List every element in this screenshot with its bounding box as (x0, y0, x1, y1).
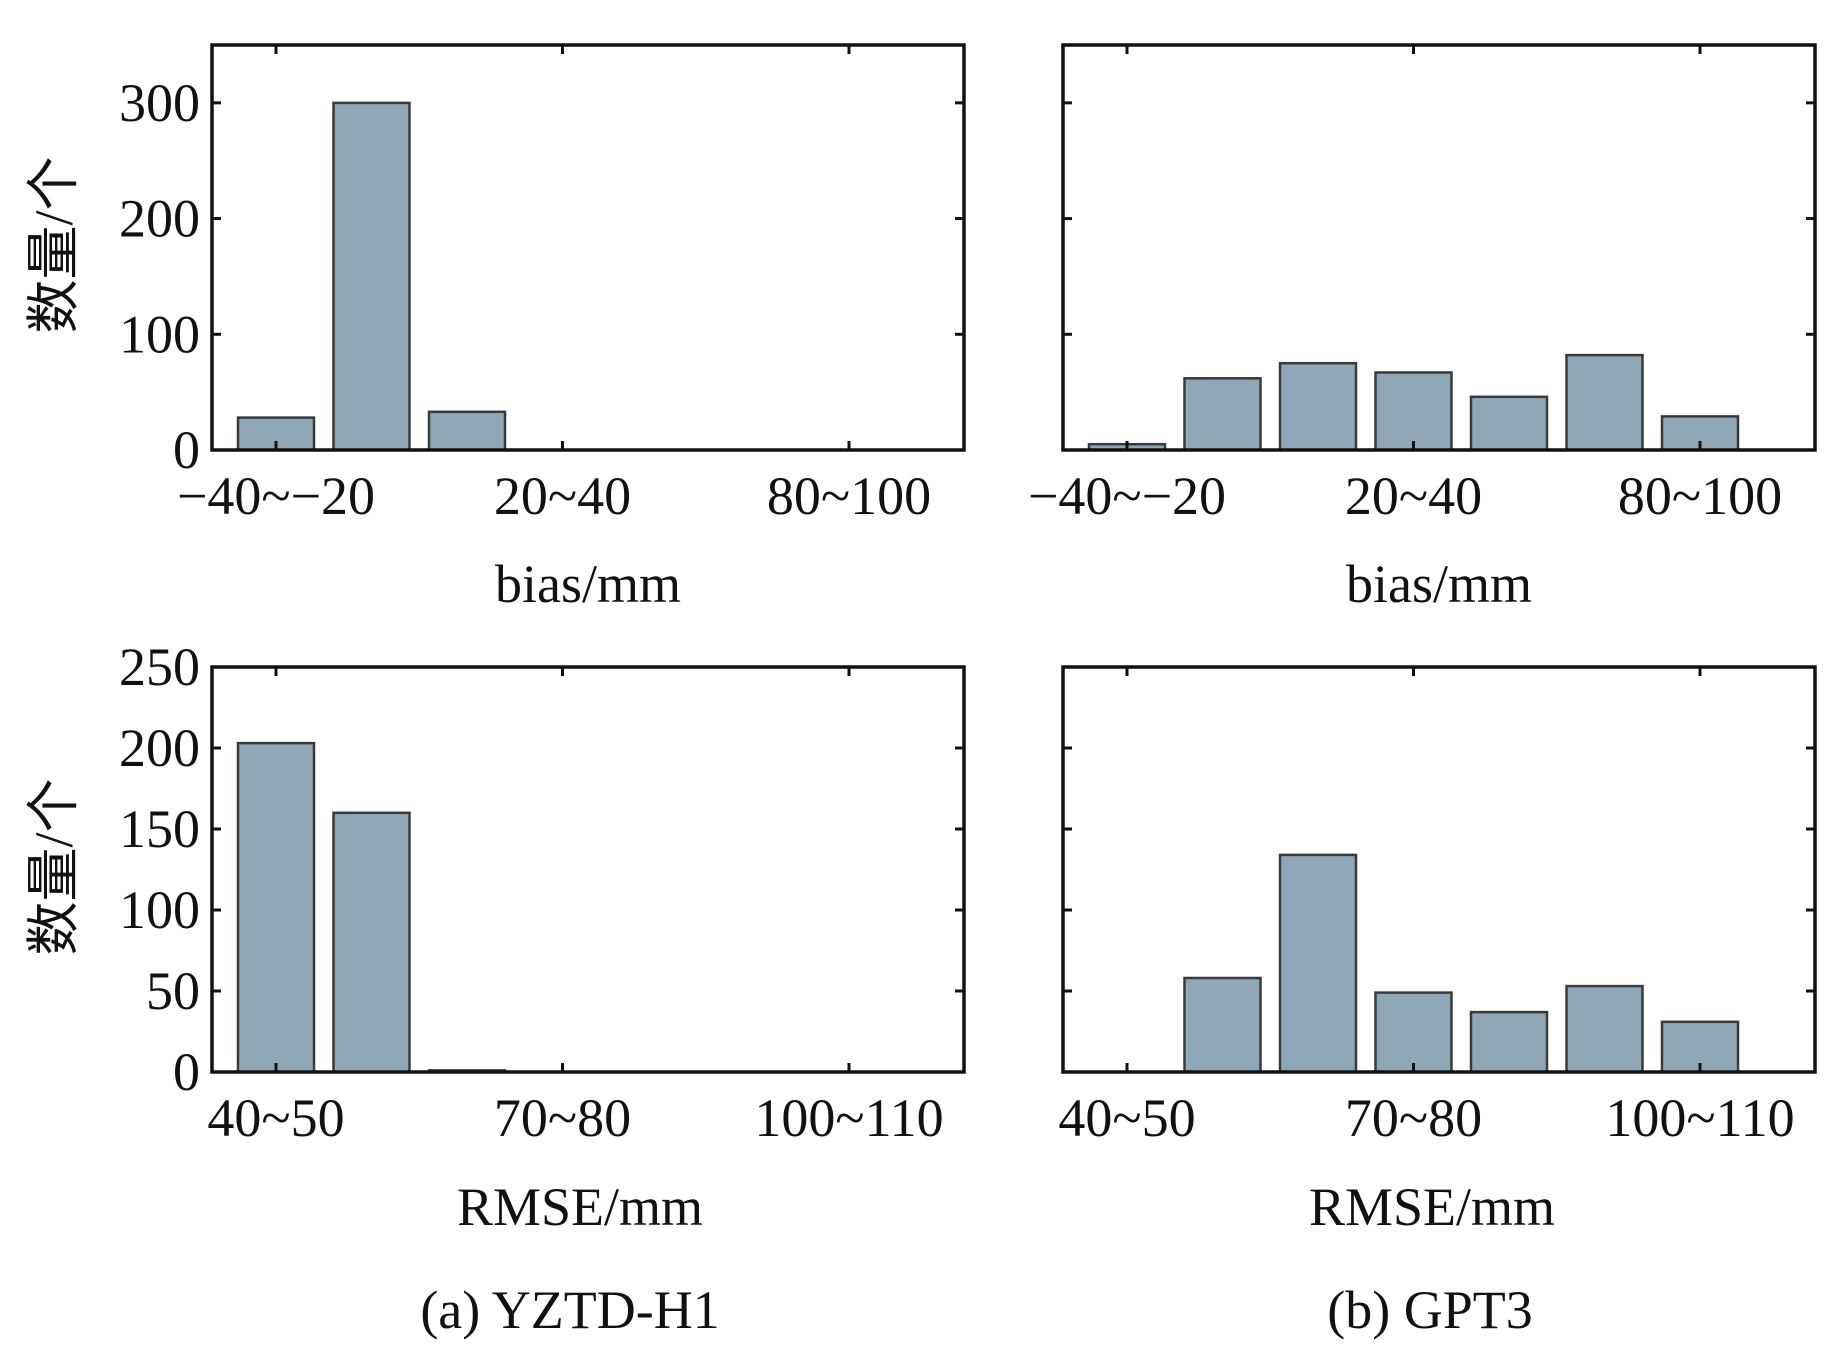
x-tick-label: 40~50 (207, 1088, 344, 1148)
bar-60~80 (1565, 353, 1644, 452)
y-tick-label: 200 (119, 718, 200, 778)
x-tick-label: 20~40 (494, 466, 631, 526)
x-tick-label: −40~−20 (1028, 466, 1226, 526)
x-tick-label: 40~50 (1058, 1088, 1195, 1148)
y-tick-label: 50 (146, 961, 200, 1021)
caption-right: (b) GPT3 (1327, 1280, 1532, 1340)
panel-bottom-right: 40~50 70~80 100~110 RMSE/mm (1058, 665, 1817, 1237)
plot-frame (210, 665, 966, 1074)
x-axis: 40~50 70~80 100~110 (1058, 667, 1795, 1148)
y-tick-label: 300 (119, 73, 200, 133)
plot-frame (1061, 43, 1817, 452)
y-tick-label: 0 (173, 1042, 200, 1102)
bar-50~60 (332, 811, 411, 1074)
y-axis: 0 50 100 150 200 250 (119, 637, 964, 1102)
bar-40~60 (1469, 395, 1549, 452)
x-tick-label: 70~80 (1345, 1088, 1482, 1148)
x-axis-title: RMSE/mm (457, 1177, 703, 1237)
y-tick-label: 250 (119, 637, 200, 697)
plot-frame (1061, 665, 1817, 1074)
panel-top-left: 0 100 200 300 −40~−20 20~40 80~100 bias/mm 数量… (24, 43, 966, 614)
bar-0~20 (427, 410, 507, 452)
plot-frame (210, 43, 966, 452)
bar-group (236, 101, 507, 452)
bar-60~70 (1278, 853, 1358, 1074)
x-tick-label: −40~−20 (177, 466, 375, 526)
y-tick-label: 200 (119, 189, 200, 249)
x-tick-label: 20~40 (1345, 466, 1482, 526)
y-tick-label: 100 (119, 304, 200, 364)
y-axis (1063, 101, 1815, 452)
bar-20~40 (1374, 371, 1453, 452)
bar-90~100 (1565, 984, 1644, 1074)
y-tick-label: 150 (119, 799, 200, 859)
bar-group (1087, 353, 1740, 452)
bar-80~90 (1469, 1010, 1549, 1074)
x-tick-label: 80~100 (1618, 466, 1782, 526)
x-axis: 40~50 70~80 100~110 (207, 667, 944, 1148)
y-tick-label: 0 (173, 420, 200, 480)
panel-top-right: −40~−20 20~40 80~100 bias/mm (1028, 43, 1817, 614)
x-axis-title: bias/mm (495, 554, 681, 614)
bar-group (1183, 853, 1740, 1074)
bar--20~0 (332, 101, 411, 452)
bar-50~60 (1183, 976, 1262, 1074)
bar-40~50 (236, 741, 316, 1074)
x-axis: −40~−20 20~40 80~100 (1028, 45, 1782, 526)
x-axis-title: bias/mm (1346, 554, 1532, 614)
panel-bottom-left: 0 50 100 150 200 250 40~50 70~80 100~110 RMSE/m… (24, 637, 966, 1237)
bar-70~80 (1374, 991, 1453, 1074)
x-axis-title: RMSE/mm (1309, 1177, 1555, 1237)
y-tick-label: 100 (119, 880, 200, 940)
y-axis-title: 数量/个 (24, 156, 84, 333)
x-tick-label: 100~110 (754, 1088, 943, 1148)
y-axis: 0 100 200 300 (119, 73, 964, 480)
bar--20~0 (1183, 377, 1262, 452)
x-tick-label: 80~100 (767, 466, 931, 526)
caption-left: (a) YZTD-H1 (420, 1280, 719, 1340)
bar-0~20 (1278, 361, 1358, 452)
bar-group (236, 741, 507, 1074)
y-axis-title: 数量/个 (24, 778, 84, 955)
x-tick-label: 100~110 (1605, 1088, 1794, 1148)
y-axis (1063, 665, 1815, 1074)
x-tick-label: 70~80 (494, 1088, 631, 1148)
x-axis: −40~−20 20~40 80~100 (177, 45, 931, 526)
